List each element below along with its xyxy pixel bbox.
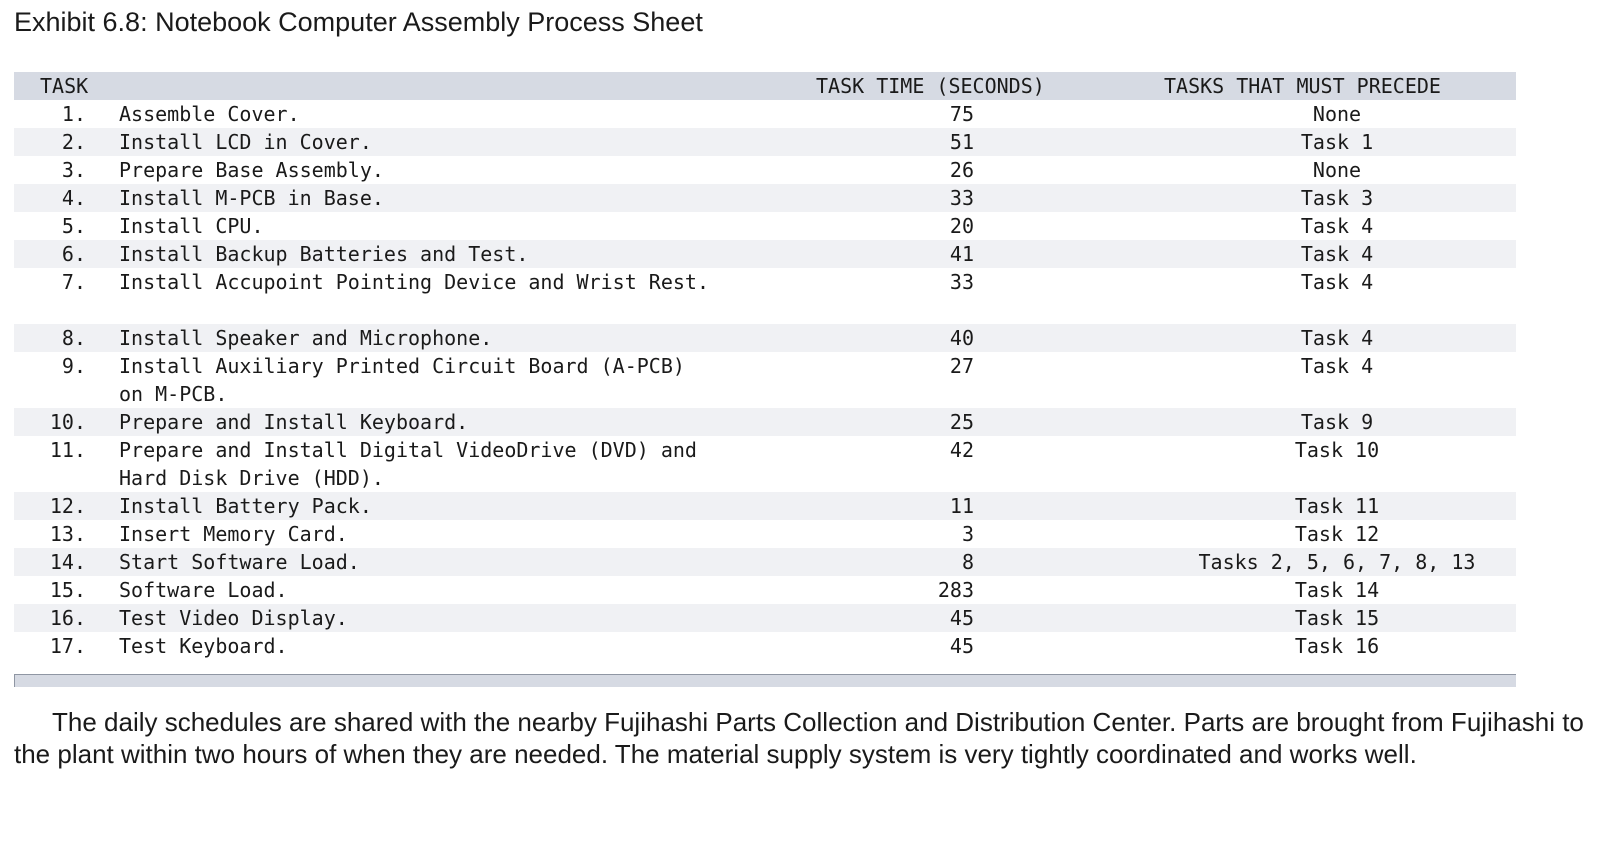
task-precede: Task 10 <box>1294 438 1380 462</box>
task-precede: Task 3 <box>1300 186 1374 210</box>
task-time: 20 <box>949 214 974 238</box>
task-description: Start Software Load. <box>119 550 360 574</box>
task-description: Install Accupoint Pointing Device and Wr… <box>119 270 710 294</box>
task-time: 25 <box>949 410 974 434</box>
task-number: 15. <box>49 578 86 602</box>
task-description: Software Load. <box>119 578 288 602</box>
table-row: 12. Install Battery Pack. 11 Task 11 <box>14 492 1516 520</box>
table-row: 5. Install CPU. 20 Task 4 <box>14 212 1516 240</box>
task-precede: Task 15 <box>1294 606 1380 630</box>
table-row: 11. Prepare and Install Digital VideoDri… <box>14 436 1516 492</box>
table-row: 2. Install LCD in Cover. 51 Task 1 <box>14 128 1516 156</box>
task-description: Insert Memory Card. <box>119 522 348 546</box>
task-description: Assemble Cover. <box>119 102 300 126</box>
task-time: 45 <box>949 606 974 630</box>
task-number: 12. <box>49 494 86 518</box>
task-time: 3 <box>961 522 974 546</box>
task-description: Install Battery Pack. <box>119 494 372 518</box>
task-number: 10. <box>49 410 86 434</box>
process-sheet-table: TASK TASK TIME (SECONDS) TASKS THAT MUST… <box>14 72 1516 687</box>
table-row: 14. Start Software Load. 8 Tasks 2, 5, 6… <box>14 548 1516 576</box>
task-precede: Task 4 <box>1300 326 1374 350</box>
task-description: Test Video Display. <box>119 606 348 630</box>
table-row: 10. Prepare and Install Keyboard. 25 Tas… <box>14 408 1516 436</box>
task-precede: Task 1 <box>1300 130 1374 154</box>
table-row: 15. Software Load. 283 Task 14 <box>14 576 1516 604</box>
table-row: 16. Test Video Display. 45 Task 15 <box>14 604 1516 632</box>
task-time: 27 <box>949 354 974 378</box>
task-number: 16. <box>49 606 86 630</box>
header-task-time: TASK TIME (SECONDS) <box>816 74 1045 98</box>
task-precede: None <box>1312 158 1362 182</box>
task-time: 41 <box>949 242 974 266</box>
task-description: Install M-PCB in Base. <box>119 186 384 210</box>
task-description: Install CPU. <box>119 214 264 238</box>
task-precede: Task 16 <box>1294 634 1380 658</box>
task-precede: Task 14 <box>1294 578 1380 602</box>
task-number: 7. <box>61 270 86 294</box>
task-time: 8 <box>961 550 974 574</box>
task-time: 11 <box>949 494 974 518</box>
task-number: 17. <box>49 634 86 658</box>
task-precede: Tasks 2, 5, 6, 7, 8, 13 <box>1198 550 1476 574</box>
table-row: 3. Prepare Base Assembly. 26 None <box>14 156 1516 184</box>
exhibit-title: Exhibit 6.8: Notebook Computer Assembly … <box>14 7 703 37</box>
task-time: 45 <box>949 634 974 658</box>
task-time: 75 <box>949 102 974 126</box>
table-row: 6. Install Backup Batteries and Test. 41… <box>14 240 1516 268</box>
task-number: 11. <box>49 438 86 462</box>
task-time: 283 <box>937 578 974 602</box>
task-time: 33 <box>949 186 974 210</box>
task-time: 40 <box>949 326 974 350</box>
table-row: 13. Insert Memory Card. 3 Task 12 <box>14 520 1516 548</box>
task-time: 42 <box>949 438 974 462</box>
task-precede: Task 4 <box>1300 354 1374 378</box>
header-precede: TASKS THAT MUST PRECEDE <box>1164 74 1441 98</box>
task-number: 6. <box>61 242 86 266</box>
table-row: 8. Install Speaker and Microphone. 40 Ta… <box>14 324 1516 352</box>
task-precede: None <box>1312 102 1362 126</box>
task-description: Install Auxiliary Printed Circuit Board … <box>119 354 685 406</box>
body-paragraph: The daily schedules are shared with the … <box>14 707 1584 769</box>
task-description: Install Speaker and Microphone. <box>119 326 493 350</box>
task-time: 33 <box>949 270 974 294</box>
task-number: 5. <box>61 214 86 238</box>
task-description: Prepare and Install Digital VideoDrive (… <box>119 438 697 490</box>
header-task: TASK <box>40 74 89 98</box>
task-precede: Task 11 <box>1294 494 1380 518</box>
task-number: 9. <box>61 354 86 378</box>
task-number: 8. <box>61 326 86 350</box>
task-precede: Task 12 <box>1294 522 1380 546</box>
task-description: Test Keyboard. <box>119 634 288 658</box>
task-number: 1. <box>61 102 86 126</box>
table-footer-bar <box>14 674 1516 687</box>
table-row: 1. Assemble Cover. 75 None <box>14 100 1516 128</box>
table-row: 9. Install Auxiliary Printed Circuit Boa… <box>14 352 1516 408</box>
table-header-row: TASK TASK TIME (SECONDS) TASKS THAT MUST… <box>14 72 1516 100</box>
task-number: 14. <box>49 550 86 574</box>
task-number: 2. <box>61 130 86 154</box>
task-precede: Task 4 <box>1300 242 1374 266</box>
task-time: 51 <box>949 130 974 154</box>
task-description: Prepare Base Assembly. <box>119 158 384 182</box>
task-precede: Task 9 <box>1300 410 1374 434</box>
table-row: 4. Install M-PCB in Base. 33 Task 3 <box>14 184 1516 212</box>
task-precede: Task 4 <box>1300 214 1374 238</box>
task-number: 4. <box>61 186 86 210</box>
task-description: Prepare and Install Keyboard. <box>119 410 469 434</box>
task-precede: Task 4 <box>1300 270 1374 294</box>
task-number: 3. <box>61 158 86 182</box>
task-time: 26 <box>949 158 974 182</box>
task-number: 13. <box>49 522 86 546</box>
task-description: Install LCD in Cover. <box>119 130 372 154</box>
table-row: 17. Test Keyboard. 45 Task 16 <box>14 632 1516 660</box>
task-description: Install Backup Batteries and Test. <box>119 242 529 266</box>
table-row: 7. Install Accupoint Pointing Device and… <box>14 268 1516 324</box>
